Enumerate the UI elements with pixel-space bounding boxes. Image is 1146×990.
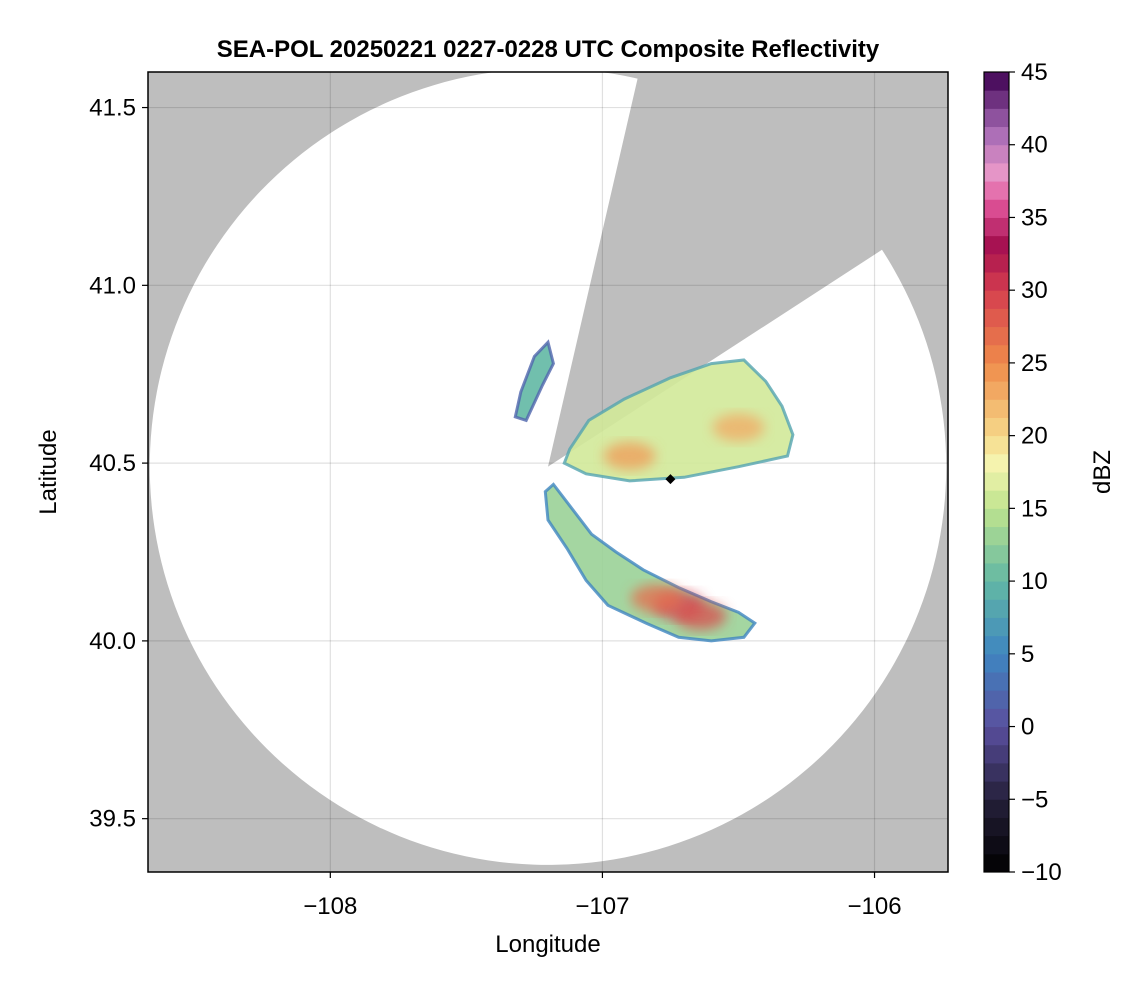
colorbar-segment xyxy=(984,853,1009,873)
colorbar-label: dBZ xyxy=(1089,450,1116,494)
coverage-group xyxy=(149,72,947,865)
colorbar-segment xyxy=(984,90,1009,109)
colorbar-segment xyxy=(984,272,1009,291)
radar-coverage xyxy=(149,72,947,865)
colorbar-segment xyxy=(984,781,1009,800)
colorbar-segment xyxy=(984,199,1009,218)
colorbar-segment xyxy=(984,108,1009,128)
colorbar-segment xyxy=(984,617,1009,637)
y-tick-label: 40.5 xyxy=(89,450,136,477)
y-axis-ticks: 39.5 40.0 40.5 41.0 41.5 xyxy=(89,95,148,833)
colorbar-segment xyxy=(984,581,1009,600)
grid-lines xyxy=(148,72,948,872)
colorbar-tick-label: −10 xyxy=(1021,859,1062,886)
colorbar-tick-label: 45 xyxy=(1021,59,1048,86)
x-tick-label: −107 xyxy=(575,893,629,920)
colorbar-segment xyxy=(984,762,1009,782)
colorbar-segment xyxy=(984,453,1009,473)
plot-frame xyxy=(147,71,949,873)
colorbar-segment xyxy=(984,726,1009,746)
colorbar-segment xyxy=(984,344,1009,364)
colorbar-segment xyxy=(984,599,1009,618)
reflectivity-field xyxy=(513,339,795,643)
colorbar-segment xyxy=(984,417,1009,437)
echo-core xyxy=(674,602,727,630)
colorbar-segment xyxy=(984,562,1009,582)
x-tick-label: −108 xyxy=(303,893,357,920)
colorbar-segment xyxy=(984,544,1009,564)
echo-core xyxy=(712,413,765,442)
chart-title: SEA-POL 20250221 0227-0228 UTC Composite… xyxy=(217,36,880,63)
colorbar-segment xyxy=(984,835,1009,855)
x-tick-label: −106 xyxy=(847,893,901,920)
marker-layer xyxy=(665,474,676,485)
colorbar-segment xyxy=(984,126,1009,146)
colorbar-tick-label: 0 xyxy=(1021,714,1034,741)
colorbar-segment xyxy=(984,690,1009,709)
y-tick-label: 41.5 xyxy=(89,95,136,122)
colorbar-segment xyxy=(984,635,1009,655)
colorbar-segment xyxy=(984,508,1009,528)
colorbar-segment xyxy=(984,526,1009,546)
colorbar-segment xyxy=(984,235,1009,255)
colorbar: −10 −5 0 5 10 15 20 25 30 35 40 45 xyxy=(983,59,1062,886)
colorbar-segment xyxy=(984,490,1009,509)
colorbar-segment xyxy=(984,653,1009,673)
colorbar-segment xyxy=(984,290,1009,309)
colorbar-segment xyxy=(984,799,1009,818)
colorbar-segment xyxy=(984,744,1009,764)
colorbar-tick-label: 15 xyxy=(1021,495,1048,522)
colorbar-segment xyxy=(984,708,1009,728)
colorbar-segment xyxy=(984,435,1009,455)
colorbar-tick-label: 20 xyxy=(1021,423,1048,450)
colorbar-segment xyxy=(984,162,1009,182)
colorbar-segment xyxy=(984,817,1009,837)
plot-area xyxy=(148,72,948,872)
y-tick-label: 40.0 xyxy=(89,628,136,655)
colorbar-frame xyxy=(983,71,1010,873)
colorbar-tick-label: 25 xyxy=(1021,350,1048,377)
colorbar-segment xyxy=(984,308,1009,328)
x-axis-ticks: −108 −107 −106 xyxy=(303,872,902,920)
colorbar-segment xyxy=(984,381,1009,400)
colorbar-segment xyxy=(984,362,1009,382)
echo-group xyxy=(513,339,795,643)
colorbar-segment xyxy=(984,253,1009,273)
colorbar-tick-label: 35 xyxy=(1021,204,1048,231)
x-axis-label: Longitude xyxy=(495,931,600,958)
colorbar-segment xyxy=(984,181,1009,200)
colorbar-segment xyxy=(984,217,1009,237)
colorbar-segment xyxy=(984,326,1009,346)
y-tick-label: 41.0 xyxy=(89,272,136,299)
colorbar-tick-label: 40 xyxy=(1021,132,1048,159)
site-marker xyxy=(665,474,676,485)
y-tick-label: 39.5 xyxy=(89,806,136,833)
colorbar-tick-label: 5 xyxy=(1021,641,1034,668)
echo-region xyxy=(513,339,555,423)
colorbar-segment xyxy=(984,72,1009,91)
colorbar-segment xyxy=(984,399,1009,418)
colorbar-segment xyxy=(984,144,1009,164)
colorbar-tick-label: 30 xyxy=(1021,277,1048,304)
y-axis-label: Latitude xyxy=(35,429,62,514)
colorbar-segment xyxy=(984,672,1009,691)
echo-core xyxy=(603,442,656,470)
colorbar-tick-label: −5 xyxy=(1021,786,1048,813)
colorbar-tick-label: 10 xyxy=(1021,568,1048,595)
echo-core xyxy=(630,584,683,613)
colorbar-segment xyxy=(984,472,1009,491)
